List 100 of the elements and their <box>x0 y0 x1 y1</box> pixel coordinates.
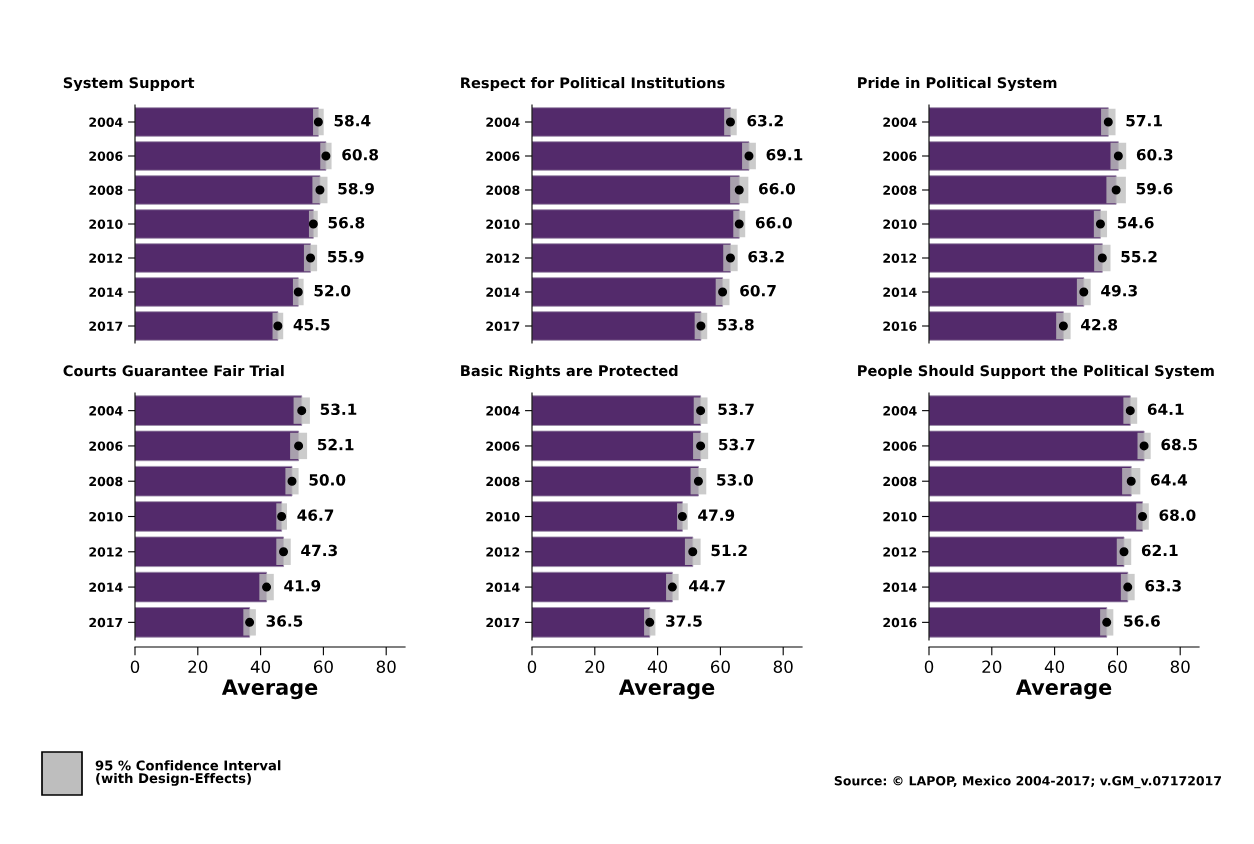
x-tick-label: 20 <box>585 660 605 674</box>
x-tick-label: 20 <box>188 660 208 674</box>
point <box>696 321 706 331</box>
text: 95 % Confidence Interval (with Design-Effects) <box>95 760 281 786</box>
data-label: 44.7 <box>689 580 725 592</box>
point <box>725 117 735 127</box>
bar <box>929 243 1103 273</box>
y-tick-label: 2008 <box>89 476 123 487</box>
point <box>645 617 655 627</box>
point <box>725 253 735 263</box>
chart-title: Pride in Political System <box>858 76 1057 92</box>
y-tick-label: 2012 <box>89 547 123 557</box>
x-axis-title: Average <box>618 679 715 700</box>
data-label: 37.5 <box>666 615 702 627</box>
y-tick-label: 2004 <box>89 406 123 416</box>
bar <box>532 501 683 532</box>
data-label: 36.5 <box>266 615 303 627</box>
bar <box>532 430 702 462</box>
point <box>273 321 283 331</box>
point <box>293 287 303 297</box>
bar <box>135 501 283 532</box>
y-tick-label: 2017 <box>89 321 123 331</box>
data-label: 45.5 <box>293 319 330 331</box>
data-label: 63.2 <box>747 114 783 127</box>
y-tick-label: 2016 <box>883 321 917 331</box>
y-tick-label: 2014 <box>486 287 520 297</box>
data-label: 53.7 <box>718 403 754 416</box>
y-tick-label: 2010 <box>89 511 123 522</box>
data-label: 54.6 <box>1117 216 1154 229</box>
bar <box>532 395 702 426</box>
bar <box>532 607 651 638</box>
bar <box>929 141 1119 171</box>
data-label: 42.8 <box>1081 318 1118 331</box>
point <box>287 476 297 486</box>
point <box>693 476 703 486</box>
point <box>315 185 325 195</box>
data-label: 55.9 <box>328 250 364 263</box>
point <box>308 219 318 229</box>
y-tick-label: 2006 <box>89 441 123 451</box>
bar <box>929 107 1109 137</box>
data-label: 63.3 <box>1145 579 1181 592</box>
x-axis-title: Average <box>1015 679 1112 700</box>
x-tick-label: 0 <box>527 660 537 674</box>
point <box>277 512 287 521</box>
point <box>262 582 272 592</box>
bar <box>135 395 303 426</box>
y-tick-label: 2008 <box>883 476 917 487</box>
x-tick-label: 0 <box>130 660 140 674</box>
point <box>279 547 289 557</box>
bar <box>135 607 251 638</box>
data-label: 46.7 <box>297 509 334 521</box>
point <box>294 441 304 451</box>
data-label: 53.7 <box>719 438 755 451</box>
y-tick-label: 2017 <box>89 617 123 628</box>
x-tick-label: 60 <box>1107 660 1127 674</box>
data-label: 53.0 <box>717 474 753 486</box>
chart-title: People Should Support the Political System <box>858 364 1214 380</box>
point <box>1058 321 1068 331</box>
data-label: 47.9 <box>698 509 735 521</box>
data-label: 52.0 <box>314 284 351 297</box>
bar <box>532 277 724 307</box>
y-tick-label: 2010 <box>89 219 123 229</box>
point <box>1139 441 1149 451</box>
point <box>696 441 706 451</box>
bar <box>929 311 1064 341</box>
point <box>313 117 323 127</box>
data-label: 66.0 <box>755 216 792 229</box>
data-label: 63.2 <box>748 250 784 263</box>
bar <box>135 209 314 239</box>
bar <box>135 430 300 462</box>
point <box>688 547 698 557</box>
y-tick-label: 2004 <box>883 117 917 127</box>
point <box>744 151 754 161</box>
bar <box>929 501 1143 532</box>
chart-title: System Support <box>63 77 195 92</box>
data-label: 68.5 <box>1161 438 1198 451</box>
bar <box>135 107 319 137</box>
y-tick-label: 2006 <box>486 151 520 161</box>
data-label: 57.1 <box>1126 115 1162 127</box>
point <box>306 253 316 263</box>
bar <box>135 277 299 307</box>
y-tick-label: 2004 <box>883 406 917 416</box>
point <box>1102 617 1112 627</box>
chart-title: Courts Guarantee Fair Trial <box>63 365 284 377</box>
point <box>1113 151 1123 161</box>
y-tick-label: 2012 <box>883 253 917 263</box>
y-tick-label: 2010 <box>883 219 917 229</box>
bar <box>135 571 267 603</box>
data-label: 64.1 <box>1147 403 1184 416</box>
point <box>297 406 307 416</box>
data-label: 41.9 <box>284 579 321 592</box>
point <box>1079 287 1089 297</box>
y-tick-label: 2012 <box>486 547 520 557</box>
bar <box>929 430 1145 462</box>
data-label: 60.3 <box>1136 148 1173 161</box>
point <box>734 185 744 195</box>
point <box>1123 582 1133 592</box>
chart-title: Respect for Political Institutions <box>461 77 725 92</box>
bar <box>929 465 1132 497</box>
data-label: 58.4 <box>334 114 371 127</box>
